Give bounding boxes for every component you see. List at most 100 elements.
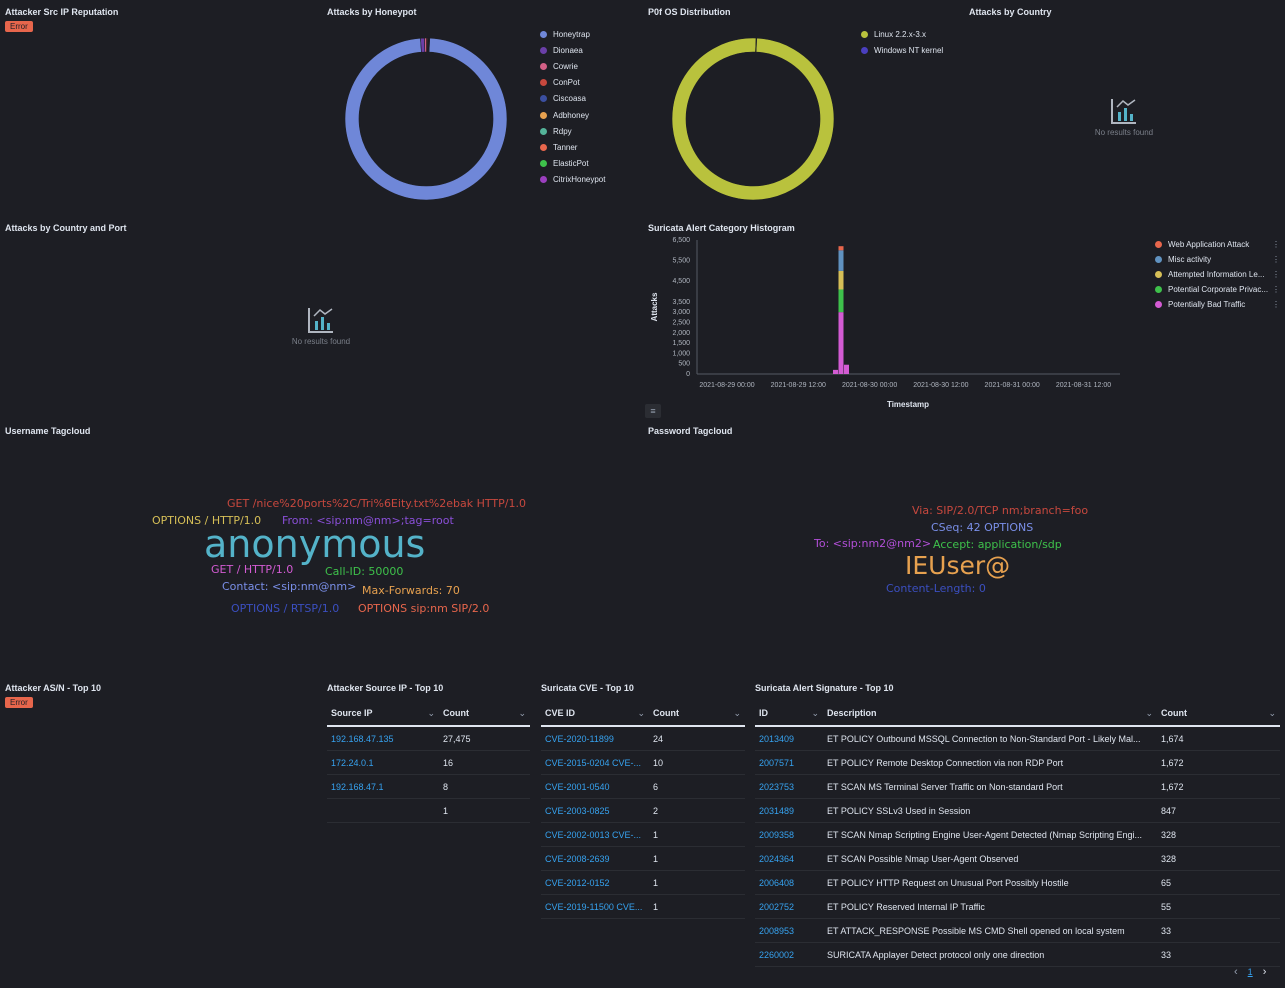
legend-item[interactable]: Ciscoasa xyxy=(540,91,605,107)
legend-dot xyxy=(540,160,547,168)
signature-id-link[interactable]: 2007571 xyxy=(755,750,823,775)
source-ip-link[interactable]: 192.168.47.135 xyxy=(327,726,439,751)
histogram-bar[interactable] xyxy=(838,250,844,271)
cve-id-link[interactable]: CVE-2015-0204 CVE-... xyxy=(541,750,649,775)
description-cell: ET POLICY Outbound MSSQL Connection to N… xyxy=(823,726,1157,751)
source-ip-link[interactable] xyxy=(327,798,439,823)
legend-item[interactable]: Tanner xyxy=(540,139,605,155)
suricata-histogram[interactable]: 6,500 5,500 4,500 3,500 3,000 2,500 2,000 1,500… xyxy=(645,232,1125,412)
source-ip-link[interactable]: 172.24.0.1 xyxy=(327,750,439,775)
signature-id-link[interactable]: 2009358 xyxy=(755,822,823,847)
prev-page-button[interactable]: ‹ xyxy=(1234,966,1238,978)
legend-item[interactable]: CitrixHoneypot xyxy=(540,172,605,188)
tag[interactable]: From: <sip:nm@nm>;tag=root xyxy=(282,514,454,527)
legend-dot xyxy=(861,30,868,38)
chevron-down-icon[interactable]: ⌄ xyxy=(637,708,645,718)
signature-id-link[interactable]: 2002752 xyxy=(755,894,823,919)
more-options-icon[interactable]: ⋮ xyxy=(1272,270,1280,279)
signature-id-link[interactable]: 2013409 xyxy=(755,726,823,751)
chevron-down-icon[interactable]: ⌄ xyxy=(518,708,526,718)
tag[interactable]: IEUser@ xyxy=(905,551,1011,580)
error-badge[interactable]: Error xyxy=(5,697,33,708)
column-header-id[interactable]: ID ⌄ xyxy=(755,702,823,727)
legend-item[interactable]: Misc activity ⋮ xyxy=(1155,252,1280,267)
x-tick-label: 2021-08-30 12:00 xyxy=(913,382,968,389)
error-badge[interactable]: Error xyxy=(5,21,33,32)
tag[interactable]: anonymous xyxy=(204,522,426,566)
chevron-down-icon[interactable]: ⌄ xyxy=(1145,708,1153,718)
donut-slice[interactable] xyxy=(428,37,430,53)
p0f-donut-chart[interactable] xyxy=(663,30,843,210)
column-header-count[interactable]: Count ⌄ xyxy=(439,702,530,727)
legend-item[interactable]: Honeytrap xyxy=(540,26,605,42)
tag[interactable]: GET / HTTP/1.0 xyxy=(211,563,294,576)
histogram-bar[interactable] xyxy=(838,270,844,290)
source-ip-link[interactable]: 192.168.47.1 xyxy=(327,774,439,799)
list-toggle-icon[interactable]: ≡ xyxy=(645,404,661,418)
tag[interactable]: Contact: <sip:nm@nm> xyxy=(222,580,357,593)
legend-item[interactable]: Attempted Information Le... ⋮ xyxy=(1155,267,1280,282)
table-row: 2007571 ET POLICY Remote Desktop Connecti… xyxy=(755,750,1280,775)
legend-item[interactable]: Dionaea xyxy=(540,42,605,58)
column-header-count[interactable]: Count ⌄ xyxy=(1157,702,1280,727)
signature-id-link[interactable]: 2260002 xyxy=(755,942,823,967)
donut-slice[interactable] xyxy=(755,37,757,53)
legend-item[interactable]: Linux 2.2.x-3.x xyxy=(861,26,943,42)
signature-id-link[interactable]: 2006408 xyxy=(755,870,823,895)
legend-item[interactable]: Cowrie xyxy=(540,58,605,74)
tag[interactable]: OPTIONS / HTTP/1.0 xyxy=(152,514,262,527)
cve-id-link[interactable]: CVE-2002-0013 CVE-... xyxy=(541,822,649,847)
tag[interactable]: Max-Forwards: 70 xyxy=(362,584,460,597)
signature-id-link[interactable]: 2023753 xyxy=(755,774,823,799)
cve-id-link[interactable]: CVE-2020-11899 xyxy=(541,726,649,751)
more-options-icon[interactable]: ⋮ xyxy=(1272,240,1280,249)
column-header-description[interactable]: Description ⌄ xyxy=(823,702,1157,727)
histogram-bar[interactable] xyxy=(838,246,844,251)
cve-id-link[interactable]: CVE-2012-0152 xyxy=(541,870,649,895)
more-options-icon[interactable]: ⋮ xyxy=(1272,300,1280,309)
more-options-icon[interactable]: ⋮ xyxy=(1272,285,1280,294)
cve-id-link[interactable]: CVE-2001-0540 xyxy=(541,774,649,799)
chevron-down-icon[interactable]: ⌄ xyxy=(1268,708,1276,718)
next-page-button[interactable]: › xyxy=(1262,966,1267,978)
more-options-icon[interactable]: ⋮ xyxy=(1272,255,1280,264)
tag[interactable]: Content-Length: 0 xyxy=(886,582,986,595)
histogram-bar[interactable] xyxy=(833,369,838,374)
page-number-button[interactable]: 1 xyxy=(1247,967,1253,977)
tag[interactable]: Accept: application/sdp xyxy=(933,538,1062,551)
tag[interactable]: OPTIONS / RTSP/1.0 xyxy=(231,602,340,615)
legend-item[interactable]: Windows NT kernel xyxy=(861,42,943,58)
cve-id-link[interactable]: CVE-2019-11500 CVE... xyxy=(541,894,649,919)
signature-id-link[interactable]: 2008953 xyxy=(755,918,823,943)
cve-id-link[interactable]: CVE-2003-0825 xyxy=(541,798,649,823)
column-header-cve-id[interactable]: CVE ID ⌄ xyxy=(541,702,649,727)
legend-item[interactable]: Adbhoney xyxy=(540,107,605,123)
legend-item[interactable]: Web Application Attack ⋮ xyxy=(1155,237,1280,252)
donut-slice[interactable] xyxy=(420,37,426,53)
histogram-bar[interactable] xyxy=(844,364,849,374)
legend-item[interactable]: Potentially Bad Traffic ⋮ xyxy=(1155,297,1280,312)
signature-id-link[interactable]: 2024364 xyxy=(755,846,823,871)
tag[interactable]: OPTIONS sip:nm SIP/2.0 xyxy=(358,602,490,615)
column-header-count[interactable]: Count ⌄ xyxy=(649,702,745,727)
column-header-source-ip[interactable]: Source IP ⌄ xyxy=(327,702,439,727)
chevron-down-icon[interactable]: ⌄ xyxy=(733,708,741,718)
donut-slice[interactable] xyxy=(671,37,835,201)
legend-item[interactable]: ElasticPot xyxy=(540,156,605,172)
tag[interactable]: Via: SIP/2.0/TCP nm;branch=foo xyxy=(912,504,1089,517)
chevron-down-icon[interactable]: ⌄ xyxy=(427,708,435,718)
histogram-bar[interactable] xyxy=(838,289,844,313)
chevron-down-icon[interactable]: ⌄ xyxy=(811,708,819,718)
tag[interactable]: Call-ID: 50000 xyxy=(325,565,404,578)
legend-item[interactable]: ConPot xyxy=(540,75,605,91)
donut-slice[interactable] xyxy=(344,37,508,201)
legend-item[interactable]: Rdpy xyxy=(540,123,605,139)
histogram-bar[interactable] xyxy=(838,312,844,374)
honeypot-donut-chart[interactable] xyxy=(340,30,515,210)
tag[interactable]: CSeq: 42 OPTIONS xyxy=(931,521,1034,534)
tag[interactable]: To: <sip:nm2@nm2> xyxy=(814,537,932,550)
signature-id-link[interactable]: 2031489 xyxy=(755,798,823,823)
legend-item[interactable]: Potential Corporate Privac... ⋮ xyxy=(1155,282,1280,297)
tag[interactable]: GET /nice%20ports%2C/Tri%6Eity.txt%2ebak… xyxy=(227,497,526,510)
cve-id-link[interactable]: CVE-2008-2639 xyxy=(541,846,649,871)
